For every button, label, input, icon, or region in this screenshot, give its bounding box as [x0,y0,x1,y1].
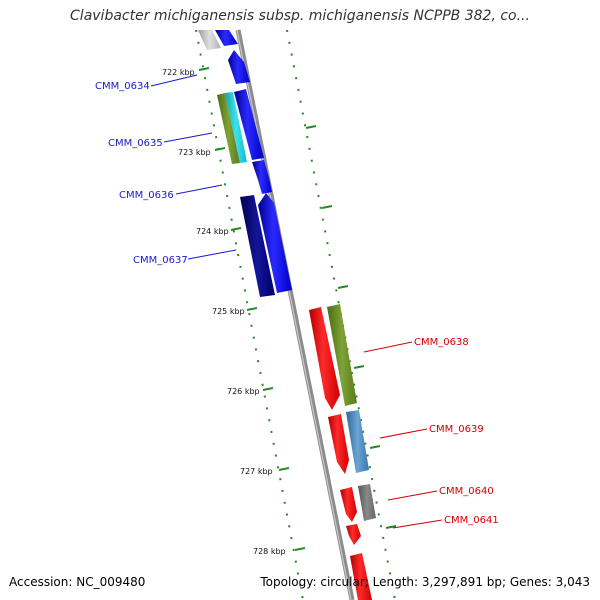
tick-label-728: 728 kbp [253,547,286,556]
gene-cmm-0640-gray[interactable] [358,484,376,521]
gene-label-cmm-0635[interactable]: CMM_0635 [108,138,163,149]
gene-cmm-0635-olive[interactable] [217,93,240,164]
tick-label-725: 725 kbp [212,307,245,316]
gene-label-cmm-0639[interactable]: CMM_0639 [429,424,484,435]
gene-label-cmm-0637[interactable]: CMM_0637 [133,255,188,266]
gene-label-cmm-0636[interactable]: CMM_0636 [119,190,174,201]
gene-cmm-0641[interactable] [346,524,361,545]
gene-cmm-0637-blue[interactable] [258,193,292,293]
genome-backbone-highlight [236,29,352,600]
outer-guide-dots [286,29,396,600]
page-title: Clavibacter michiganensis subsp. michiga… [70,8,530,24]
gene-cmm-0639-red[interactable] [328,414,349,474]
gene-cmm-0637-navy[interactable] [240,195,275,297]
tick-label-726: 726 kbp [227,387,260,396]
gene-cmm-0635-cyan[interactable] [225,92,247,163]
tick-label-722: 722 kbp [162,68,195,77]
gene-partial-gray [198,30,221,50]
gene-label-cmm-0640[interactable]: CMM_0640 [439,486,494,497]
tick-label-723: 723 kbp [178,148,211,157]
gene-cmm-0639-steelblue[interactable] [346,410,369,473]
gene-cmm-0638-olive[interactable] [327,304,357,406]
tick-label-727: 727 kbp [240,467,273,476]
tick-label-724: 724 kbp [196,227,229,236]
gene-cmm-0635-blue[interactable] [234,89,264,160]
leader-lines-left [150,74,237,260]
gene-cmm-0638-red[interactable] [309,307,340,410]
gene-partial-blue [215,30,238,46]
accession-label: Accession: NC_009480 [9,575,146,589]
gene-label-cmm-0634[interactable]: CMM_0634 [95,81,150,92]
genome-backbone [235,29,355,600]
gene-cmm-0634[interactable] [228,50,250,84]
tick-marks [198,67,397,551]
gene-cmm-0640-red[interactable] [340,487,357,522]
topology-label: Topology: circular; Length: 3,297,891 bp… [260,575,590,589]
gene-partial-bottom-red [350,553,372,600]
gene-label-cmm-0638[interactable]: CMM_0638 [414,337,469,348]
gene-label-cmm-0641[interactable]: CMM_0641 [444,515,499,526]
inner-guide-dots [195,29,304,600]
gene-cmm-0636[interactable] [252,160,272,194]
leader-lines-right [363,341,443,529]
